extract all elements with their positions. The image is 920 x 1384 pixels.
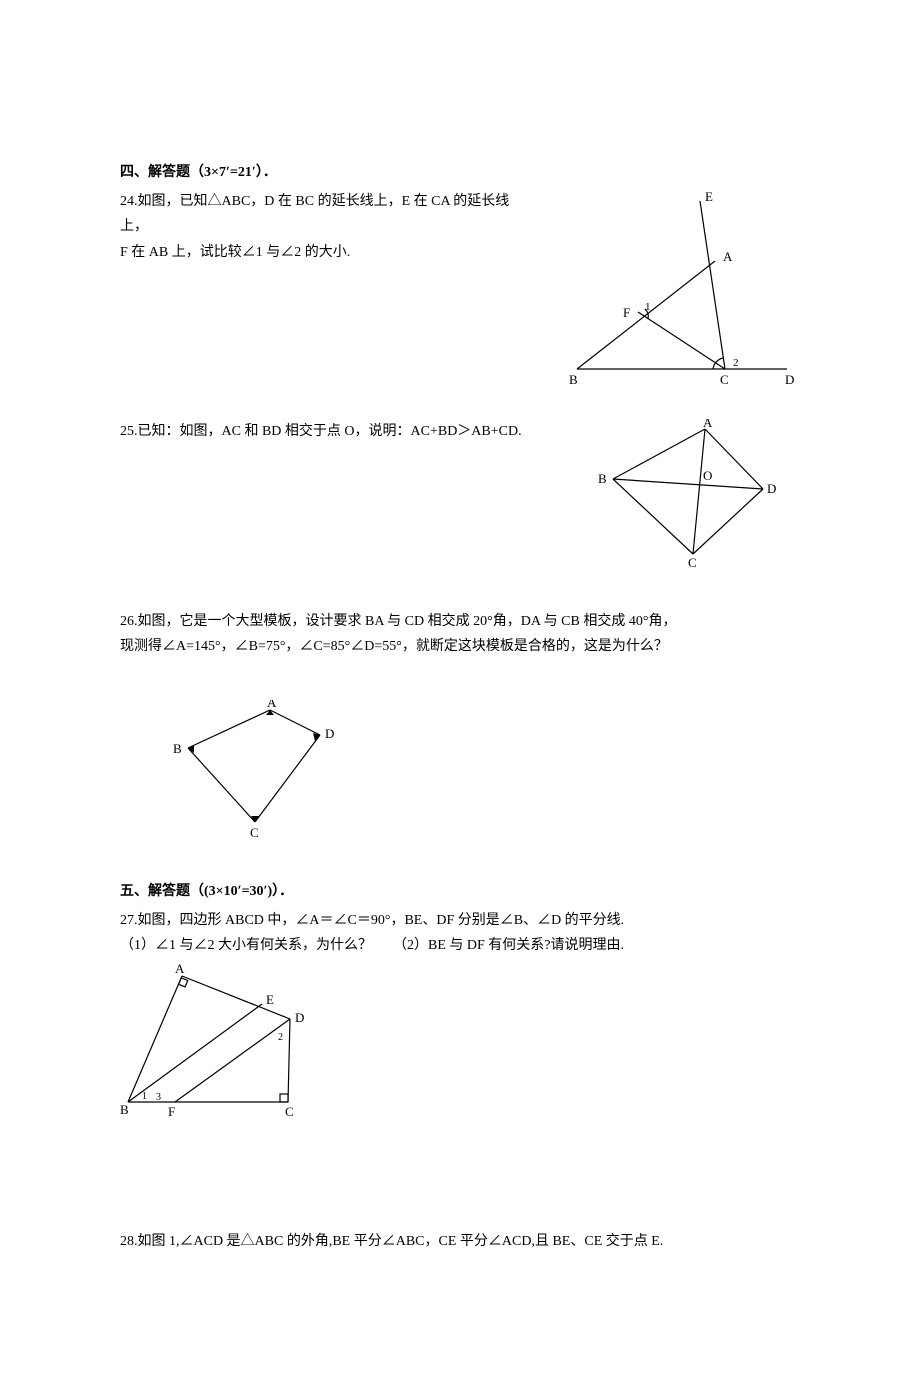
label-D: D <box>295 1010 304 1025</box>
label-angle-2: 2 <box>278 1032 283 1043</box>
label-A: A <box>723 249 733 264</box>
problem-27: 27.如图，四边形 ABCD 中，∠A＝∠C＝90°，BE、DF 分别是∠B、∠… <box>120 908 800 1129</box>
problem-28: 28.如图 1,∠ACD 是△ABC 的外角,BE 平分∠ABC，CE 平分∠A… <box>120 1229 800 1254</box>
label-B: B <box>598 471 607 486</box>
p25-figure: A B C D O <box>595 419 780 569</box>
p28-text: 28.如图 1,∠ACD 是△ABC 的外角,BE 平分∠ABC，CE 平分∠A… <box>120 1229 800 1254</box>
label-F: F <box>623 305 630 320</box>
label-angle-1: 1 <box>142 1091 147 1102</box>
label-E: E <box>266 992 274 1007</box>
label-angle-2: 2 <box>733 357 739 369</box>
label-D: D <box>325 726 334 741</box>
label-D: D <box>767 481 776 496</box>
label-B: B <box>173 741 182 756</box>
label-C: C <box>688 555 697 569</box>
p26-figure: A B C D <box>170 700 350 840</box>
label-C: C <box>285 1104 294 1119</box>
label-A: A <box>175 964 185 976</box>
problem-25: 25.已知：如图，AC 和 BD 相交于点 O，说明：AC+BD＞AB+CD. … <box>120 419 800 579</box>
label-A: A <box>267 700 277 710</box>
p27-line2: （1）∠1 与∠2 大小有何关系，为什么？ （2）BE 与 DF 有何关系?请说… <box>120 933 800 958</box>
p27-line1: 27.如图，四边形 ABCD 中，∠A＝∠C＝90°，BE、DF 分别是∠B、∠… <box>120 908 800 933</box>
problem-26: 26.如图，它是一个大型模板，设计要求 BA 与 CD 相交成 20°角，DA … <box>120 609 800 849</box>
label-O: O <box>703 468 712 483</box>
label-angle-1: 1 <box>645 301 651 313</box>
p26-line2: 现测得∠A=145°，∠B=75°，∠C=85°∠D=55°，就断定这块模板是合… <box>120 634 800 659</box>
label-D: D <box>785 372 794 387</box>
section-4-header: 四、解答题（3×7ʹ=21ʹ）． <box>120 160 800 185</box>
problem-24: 24.如图，已知△ABC，D 在 BC 的延长线上，E 在 CA 的延长线 上，… <box>120 189 800 389</box>
label-B: B <box>120 1102 129 1117</box>
p26-line1: 26.如图，它是一个大型模板，设计要求 BA 与 CD 相交成 20°角，DA … <box>120 609 800 634</box>
label-A: A <box>703 419 713 430</box>
label-F: F <box>168 1104 175 1119</box>
p24-line1: 24.如图，已知△ABC，D 在 BC 的延长线上，E 在 CA 的延长线 <box>120 189 510 214</box>
p24-line3: F 在 AB 上，试比较∠1 与∠2 的大小. <box>120 240 510 265</box>
label-C: C <box>720 372 729 387</box>
p24-line2: 上， <box>120 214 510 239</box>
label-E: E <box>705 189 713 204</box>
label-angle-3: 3 <box>156 1092 161 1103</box>
label-B: B <box>569 372 578 387</box>
label-C: C <box>250 825 259 840</box>
p24-figure: E A F B C D 1 2 <box>565 189 800 389</box>
p27-figure: A B C D E F 1 2 3 <box>120 964 315 1119</box>
section-5-header: 五、解答题（(3×10ʹ=30ʹ)）． <box>120 879 800 904</box>
